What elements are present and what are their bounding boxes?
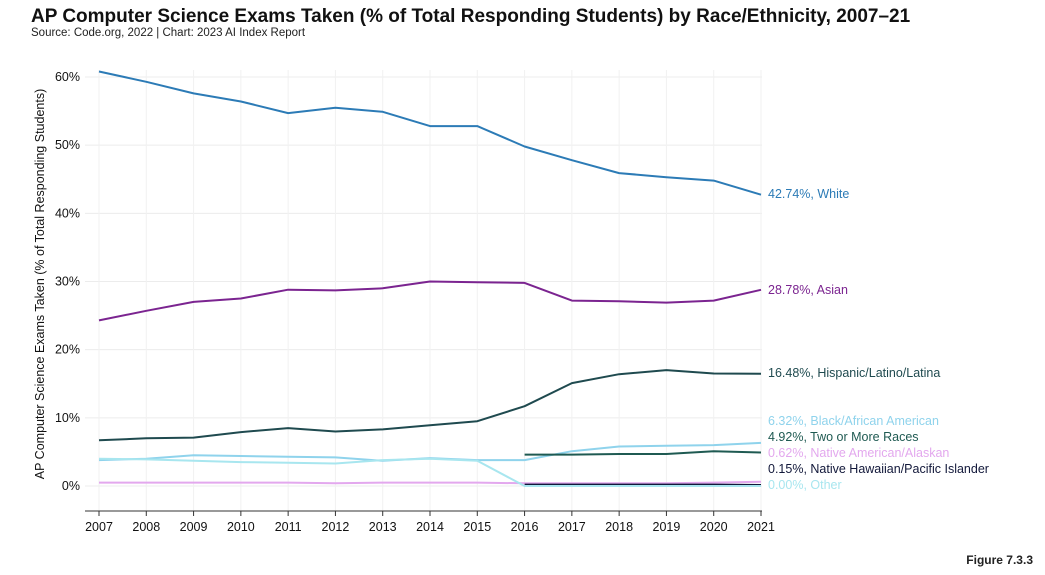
x-tick-label: 2009: [180, 520, 208, 534]
end-label: 0.62%, Native American/Alaskan: [768, 446, 949, 460]
series-line-hispanic-latino-latina: [98, 369, 762, 442]
chart-source: Source: Code.org, 2022 | Chart: 2023 AI …: [31, 27, 306, 39]
series-line-two-or-more-races: [524, 450, 762, 456]
x-tick-label: 2021: [747, 520, 775, 534]
end-label: 16.48%, Hispanic/Latino/Latina: [768, 366, 940, 380]
x-tick-label: 2007: [85, 520, 113, 534]
series-line-other: [98, 457, 761, 487]
end-label: 28.78%, Asian: [768, 283, 848, 297]
x-tick-label: 2020: [700, 520, 728, 534]
series-line-native-american-alaskan: [99, 480, 762, 485]
end-label: 6.32%, Black/African American: [768, 414, 939, 428]
figure-label: Figure 7.3.3: [966, 553, 1033, 567]
y-tick-label: 60%: [55, 70, 80, 84]
x-tick-label: 2018: [605, 520, 633, 534]
y-axis-label: AP Computer Science Exams Taken (% of To…: [33, 89, 47, 480]
x-tick-label: 2012: [322, 520, 350, 534]
end-label: 0.15%, Native Hawaiian/Pacific Islander: [768, 462, 989, 476]
chart-title: AP Computer Science Exams Taken (% of To…: [31, 6, 911, 27]
end-label: 4.92%, Two or More Races: [768, 430, 919, 444]
series-line-asian: [98, 280, 762, 322]
y-tick-label: 0%: [62, 479, 80, 493]
axes: 0% 10% 20% 30% 40% 50% 60% 2007 2008 2009 2010 2011…: [55, 70, 775, 534]
y-tick-label: 50%: [55, 138, 80, 152]
grid-lines: [85, 70, 762, 511]
y-tick-label: 40%: [55, 206, 80, 220]
end-label: 0.00%, Other: [768, 478, 842, 492]
x-tick-label: 2014: [416, 520, 444, 534]
y-tick-label: 30%: [55, 275, 80, 289]
series-lines: [98, 70, 762, 487]
x-tick-label: 2016: [511, 520, 539, 534]
x-tick-label: 2013: [369, 520, 397, 534]
y-tick-label: 20%: [55, 343, 80, 357]
x-tick-label: 2019: [653, 520, 681, 534]
x-tick-label: 2011: [275, 520, 302, 534]
x-tick-label: 2017: [558, 520, 586, 534]
x-tick-label: 2008: [132, 520, 160, 534]
end-label: 42.74%, White: [768, 187, 849, 201]
end-labels: 42.74%, White 28.78%, Asian 16.48%, Hispan…: [768, 187, 989, 492]
x-tick-label: 2015: [463, 520, 491, 534]
series-line-white: [98, 70, 762, 196]
y-tick-label: 10%: [55, 411, 80, 425]
x-tick-label: 2010: [227, 520, 255, 534]
